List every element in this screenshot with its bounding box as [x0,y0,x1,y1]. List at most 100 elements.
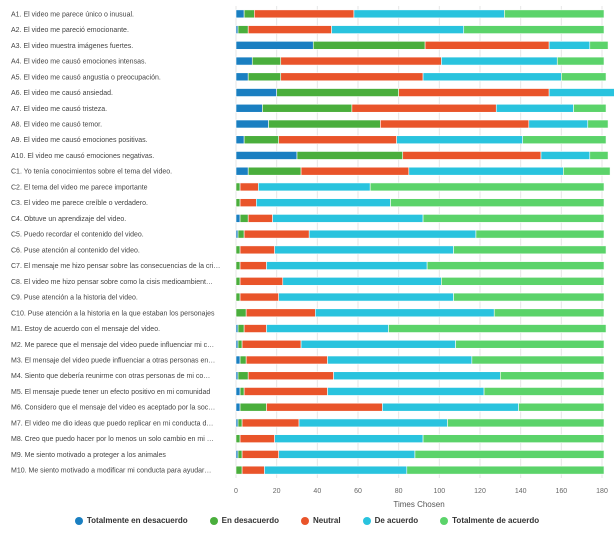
bar-segment[interactable] [235,166,249,176]
bar-segment[interactable] [243,9,255,19]
bar-segment[interactable] [235,402,241,412]
bar-segment[interactable] [296,151,404,160]
bar-segment[interactable] [235,418,239,428]
bar-segment[interactable] [298,418,448,428]
bar-segment[interactable] [327,355,473,365]
bar-segment[interactable] [278,292,454,302]
bar-segment[interactable] [235,229,239,239]
bar-segment[interactable] [422,214,605,223]
bar-segment[interactable] [241,465,265,475]
bar-segment[interactable] [548,88,614,97]
bar-segment[interactable] [258,182,371,192]
bar-segment[interactable] [254,9,355,19]
bar-segment[interactable] [380,119,530,129]
bar-segment[interactable] [235,387,241,396]
bar-segment[interactable] [235,119,269,129]
bar-segment[interactable] [235,182,241,192]
bar-segment[interactable] [426,261,605,270]
bar-segment[interactable] [235,72,249,82]
bar-segment[interactable] [369,182,605,192]
bar-segment[interactable] [235,25,239,34]
bar-segment[interactable] [500,371,605,381]
bar-segment[interactable] [235,434,241,443]
bar-segment[interactable] [453,292,605,302]
bar-segment[interactable] [247,214,273,223]
bar-segment[interactable] [308,229,477,239]
bar-segment[interactable] [353,9,505,19]
bar-segment[interactable] [561,72,607,82]
legend-item[interactable]: De acuerdo [362,516,418,525]
bar-segment[interactable] [422,72,562,82]
bar-segment[interactable] [402,151,542,160]
bar-segment[interactable] [540,151,591,160]
legend-item[interactable]: Totalmente en desacuerdo [74,516,188,525]
bar-segment[interactable] [241,450,280,459]
bar-segment[interactable] [274,245,454,255]
bar-segment[interactable] [262,103,353,113]
bar-segment[interactable] [235,261,241,270]
bar-segment[interactable] [235,41,314,50]
bar-segment[interactable] [266,402,383,412]
bar-segment[interactable] [548,41,591,50]
bar-segment[interactable] [237,324,245,333]
bar-segment[interactable] [239,277,284,286]
bar-segment[interactable] [300,166,410,176]
bar-segment[interactable] [237,450,243,459]
bar-segment[interactable] [573,103,607,113]
bar-segment[interactable] [235,292,241,302]
bar-segment[interactable] [300,339,456,349]
bar-segment[interactable] [239,387,245,396]
bar-segment[interactable] [314,308,495,318]
bar-segment[interactable] [495,103,574,113]
bar-segment[interactable] [245,355,328,365]
bar-segment[interactable] [239,292,280,302]
bar-segment[interactable] [518,402,605,412]
bar-segment[interactable] [589,151,609,160]
bar-segment[interactable] [247,371,334,381]
bar-segment[interactable] [278,135,397,145]
bar-segment[interactable] [235,324,239,333]
bar-segment[interactable] [243,387,328,396]
bar-segment[interactable] [235,450,239,459]
bar-segment[interactable] [243,229,310,239]
bar-segment[interactable] [237,371,249,381]
bar-segment[interactable] [312,41,426,50]
bar-segment[interactable] [382,402,519,412]
bar-segment[interactable] [235,245,241,255]
bar-segment[interactable] [247,166,302,176]
bar-segment[interactable] [245,308,316,318]
bar-segment[interactable] [408,166,564,176]
bar-segment[interactable] [235,103,263,113]
bar-segment[interactable] [235,355,241,365]
bar-segment[interactable] [424,41,550,50]
bar-segment[interactable] [239,434,275,443]
bar-segment[interactable] [398,88,550,97]
bar-segment[interactable] [441,56,558,66]
bar-segment[interactable] [280,72,424,82]
bar-segment[interactable] [483,387,605,396]
bar-segment[interactable] [441,277,605,286]
bar-segment[interactable] [241,418,300,428]
bar-segment[interactable] [243,324,267,333]
legend-item[interactable]: Neutral [301,516,341,525]
bar-segment[interactable] [406,465,605,475]
bar-segment[interactable] [528,119,589,129]
bar-segment[interactable] [475,229,605,239]
bar-segment[interactable] [563,166,611,176]
bar-segment[interactable] [235,308,247,318]
bar-segment[interactable] [235,465,243,475]
bar-segment[interactable] [556,56,605,66]
bar-segment[interactable] [282,277,442,286]
bar-segment[interactable] [235,277,241,286]
bar-segment[interactable] [239,355,247,365]
bar-segment[interactable] [453,245,607,255]
bar-segment[interactable] [455,339,605,349]
bar-segment[interactable] [235,135,245,145]
bar-segment[interactable] [251,56,282,66]
bar-segment[interactable] [266,261,428,270]
bar-segment[interactable] [388,324,607,333]
bar-segment[interactable] [522,135,607,145]
legend-item[interactable]: Totalmente de acuerdo [440,516,539,525]
bar-segment[interactable] [266,324,389,333]
bar-segment[interactable] [237,418,243,428]
